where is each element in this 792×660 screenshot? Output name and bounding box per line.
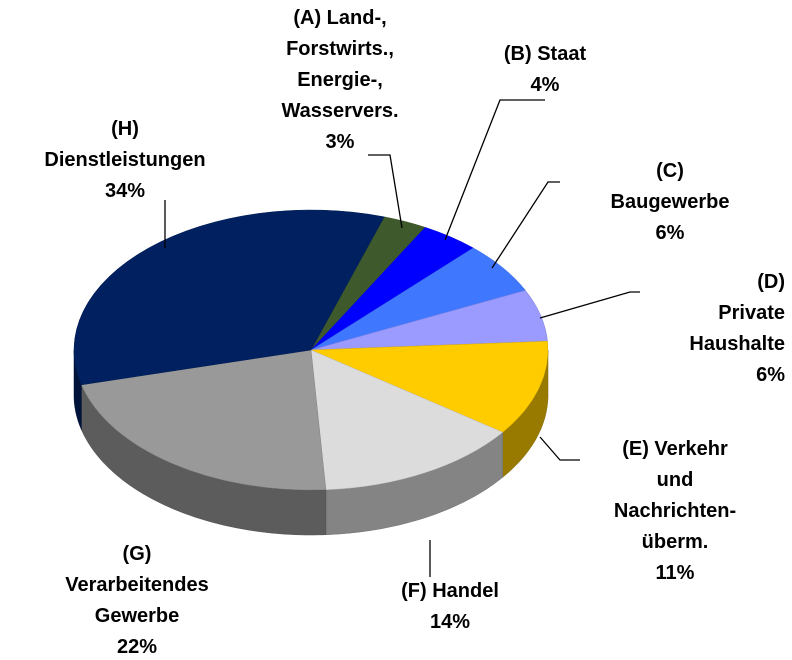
slice [73,209,385,386]
slice-label: (D) Private Haushalte 6% [689,267,785,391]
slice-label: (F) Handel 14% [401,576,499,638]
value-label: 14% [429,611,471,633]
category-label: (E) Verkehr und Nachrichten- überm. [613,438,737,553]
leader-line [539,436,580,461]
value-label: 22% [116,636,158,658]
category-label: (A) Land-, Forstwirts., Energie-, Wasser… [281,7,399,122]
leader-lines [164,99,640,577]
slice-label: (B) Staat 4% [504,39,586,101]
leader-line [368,154,403,229]
category-label: (D) Private Haushalte [689,271,785,355]
value-label: 6% [756,364,785,386]
value-label: 3% [325,131,355,153]
value-label: 4% [530,74,560,96]
value-label: 6% [655,222,685,244]
category-label: (G) Verarbeitendes Gewerbe [65,543,209,627]
slice-label: (H) Dienstleistungen 34% [44,114,205,207]
slice-label: (A) Land-, Forstwirts., Energie-, Wasser… [281,3,398,158]
slice [81,349,327,491]
category-label: (C) Baugewerbe [610,160,730,213]
category-label: (F) Handel [401,580,499,602]
slice [310,349,504,490]
category-label: (B) Staat [503,43,587,65]
category-label: (H) Dienstleistungen [44,118,206,171]
slice-label: (C) Baugewerbe 6% [609,156,731,249]
slice [310,340,549,433]
leader-line [539,291,640,319]
leader-line [491,181,560,269]
value-label: 11% [655,562,695,584]
value-label: 34% [104,180,146,202]
slice-label: (G) Verarbeitendes Gewerbe 22% [65,539,208,660]
slice-label: (E) Verkehr und Nachrichten- überm. 11% [614,434,736,589]
leader-line [444,99,545,241]
